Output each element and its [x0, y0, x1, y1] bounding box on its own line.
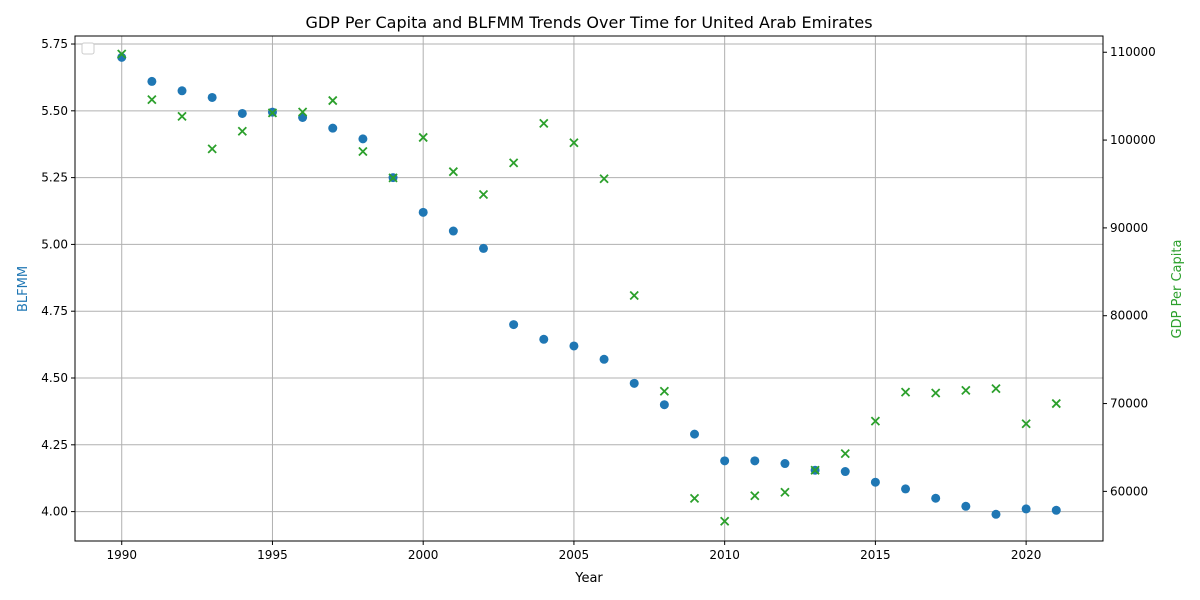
- y-right-tick-label: 70000: [1110, 397, 1148, 411]
- x-tick-label: 2020: [1011, 548, 1042, 562]
- blfmm-point: [1021, 504, 1031, 514]
- blfmm-point: [659, 400, 669, 410]
- y-axis-left-title: BLFMM: [16, 266, 31, 312]
- blfmm-point: [599, 354, 609, 364]
- gdp-point: [388, 173, 398, 183]
- blfmm-point: [750, 456, 760, 466]
- y-left-tick-label: 4.00: [41, 505, 68, 519]
- blfmm-point: [328, 123, 338, 133]
- x-axis-title: Year: [574, 571, 603, 586]
- blfmm-point: [780, 459, 790, 469]
- x-tick-label: 2015: [860, 548, 891, 562]
- y-left-tick-label: 5.75: [41, 37, 68, 51]
- gdp-point: [237, 126, 247, 136]
- y-axis-right: 60000 70000 80000 90000 100000 110000: [1103, 45, 1156, 498]
- gdp-point: [1021, 419, 1031, 429]
- gdp-point: [478, 189, 489, 200]
- y-right-tick-label: 60000: [1110, 484, 1148, 498]
- x-tick-label: 2000: [408, 548, 439, 562]
- blfmm-point: [509, 320, 519, 330]
- gdp-point: [900, 387, 911, 397]
- blfmm-point: [961, 501, 971, 511]
- gdp-point: [117, 49, 127, 59]
- blfmm-point: [991, 509, 1001, 519]
- blfmm-point: [901, 484, 911, 494]
- blfmm-point: [539, 334, 549, 344]
- gdp-point: [328, 95, 338, 106]
- plot-frame: [74, 35, 1104, 542]
- gdp-point: [780, 487, 790, 497]
- gdp-point: [539, 118, 549, 129]
- gdp-point: [689, 493, 700, 504]
- y-left-tick-label: 5.25: [41, 171, 68, 185]
- gdp-point: [961, 385, 971, 396]
- gdp-point: [267, 108, 278, 118]
- x-axis: 1990 1995 2000 2005 2010 2015 2020: [106, 541, 1041, 562]
- gdp-point: [418, 132, 428, 143]
- gdp-point: [297, 107, 308, 117]
- y-left-tick-label: 4.50: [41, 371, 68, 385]
- blfmm-point: [931, 493, 941, 503]
- y-axis-right-title: GDP Per Capita: [1170, 240, 1185, 339]
- y-right-tick-label: 90000: [1110, 221, 1148, 235]
- blfmm-point: [177, 86, 187, 96]
- y-left-tick-label: 5.50: [41, 104, 68, 118]
- legend-box: [81, 42, 95, 55]
- gdp-point: [720, 516, 730, 526]
- blfmm-point: [840, 467, 850, 477]
- gdp-point: [931, 388, 941, 398]
- chart-title: GDP Per Capita and BLFMM Trends Over Tim…: [305, 13, 872, 32]
- gdp-point: [750, 491, 760, 501]
- gdp-point: [147, 95, 157, 105]
- blfmm-point: [629, 378, 639, 388]
- gdp-point: [177, 111, 187, 121]
- y-right-tick-label: 110000: [1110, 45, 1156, 59]
- blfmm-point: [690, 429, 700, 439]
- blfmm-point: [870, 477, 880, 487]
- x-tick-label: 1990: [106, 548, 137, 562]
- data-marks: [117, 49, 1061, 526]
- blfmm-point: [1051, 505, 1061, 515]
- gdp-point: [870, 416, 881, 426]
- gdp-point: [629, 290, 639, 301]
- gdp-point: [508, 158, 519, 168]
- y-left-tick-label: 4.25: [41, 438, 68, 452]
- gdp-point: [599, 174, 609, 184]
- gdp-point: [840, 448, 850, 459]
- gdp-point: [1051, 398, 1061, 409]
- gdp-point: [207, 144, 217, 154]
- blfmm-point: [478, 243, 488, 253]
- blfmm-point: [237, 108, 247, 118]
- blfmm-point: [448, 226, 458, 236]
- blfmm-point: [569, 341, 579, 351]
- gdp-point: [991, 383, 1001, 394]
- x-tick-label: 2005: [559, 548, 590, 562]
- x-tick-label: 2010: [709, 548, 740, 562]
- blfmm-point: [418, 207, 428, 217]
- y-axis-left: 4.00 4.25 4.50 4.75 5.00 5.25 5.50 5.75: [41, 37, 75, 519]
- gdp-point: [659, 386, 670, 396]
- gdp-point: [448, 167, 458, 177]
- blfmm-point: [358, 134, 368, 144]
- y-left-tick-label: 5.00: [41, 237, 68, 251]
- blfmm-point: [147, 76, 157, 86]
- x-tick-label: 1995: [257, 548, 288, 562]
- y-right-tick-label: 100000: [1110, 133, 1156, 147]
- gdp-point: [358, 146, 368, 157]
- y-right-tick-label: 80000: [1110, 309, 1148, 323]
- grid: [75, 36, 1103, 541]
- gdp-point: [569, 138, 579, 148]
- y-left-tick-label: 4.75: [41, 304, 68, 318]
- gdp-point: [810, 465, 820, 475]
- blfmm-point: [720, 456, 730, 466]
- blfmm-point: [207, 92, 217, 102]
